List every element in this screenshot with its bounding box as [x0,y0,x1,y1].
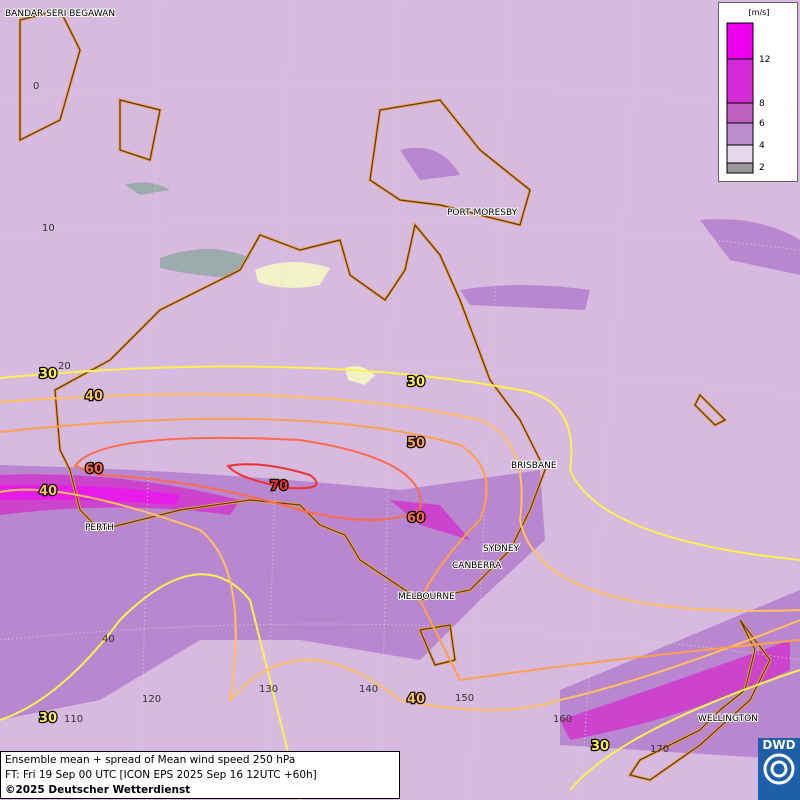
grid-label: 160 [553,714,572,725]
contour-label: 30 [39,367,57,382]
low-areas [125,182,250,278]
contour-label: 30 [591,739,609,754]
grid-label: 0 [33,81,39,92]
contour-label: 70 [270,479,288,494]
contour-label: 50 [407,436,425,451]
grid-label: 120 [142,694,161,705]
city-label: WELLINGTON [698,714,758,724]
logo-swirl [763,753,795,785]
grid-label: 150 [455,693,474,704]
legend-swatch [726,22,754,60]
city-label: BANDAR SERI BEGAWAN [5,9,115,19]
legend-swatch [726,122,754,146]
contour-label: 30 [407,375,425,390]
legend-canvas: [m/s] 12 8 6 4 2 [726,8,770,174]
legend-swatch [726,144,754,164]
legend-unit: [m/s] [749,8,770,17]
grid-label: 140 [359,684,378,695]
legend-tick: 12 [759,55,770,65]
legend-swatch [726,102,754,124]
grid-label: 10 [42,223,55,234]
city-label: SYDNEY [483,544,520,554]
contour-label: 40 [85,389,103,404]
legend-tick: 2 [759,163,765,173]
legend-swatch [726,162,754,174]
calm-area [255,261,330,288]
city-label: PERTH [85,523,114,533]
dwd-logo: DWD [758,738,800,800]
legend-swatch [726,58,754,104]
caption: Ensemble mean + spread of Mean wind spee… [0,751,400,799]
grid-label: 130 [259,684,278,695]
city-label: CANBERRA [452,561,502,571]
contour-label: 30 [39,711,57,726]
legend-tick: 8 [759,99,765,109]
caption-line: FT: Fri 19 Sep 00 UTC [ICON EPS 2025 Sep… [5,769,317,781]
legend-tick: 4 [759,141,765,151]
legend: [m/s] 12 8 6 4 2 [718,2,798,182]
grid-label: 170 [650,744,669,755]
grid-label: 110 [64,714,83,725]
legend-tick: 6 [759,119,765,129]
city-label: PORT MORESBY [447,208,518,218]
caption-line: ©2025 Deutscher Wetterdienst [5,784,191,796]
grid-label: 20 [58,361,71,372]
isotachs [0,365,800,800]
city-label: MELBOURNE [398,592,455,602]
contour-label: 60 [407,511,425,526]
logo-text: DWD [762,738,796,752]
contour-label: 60 [85,462,103,477]
contour-label: 40 [39,484,57,499]
city-label: BRISBANE [511,461,557,471]
contour-label: 40 [407,692,425,707]
strong-spread [0,474,790,740]
grid-label: 40 [102,634,115,645]
caption-line: Ensemble mean + spread of Mean wind spee… [5,754,296,766]
